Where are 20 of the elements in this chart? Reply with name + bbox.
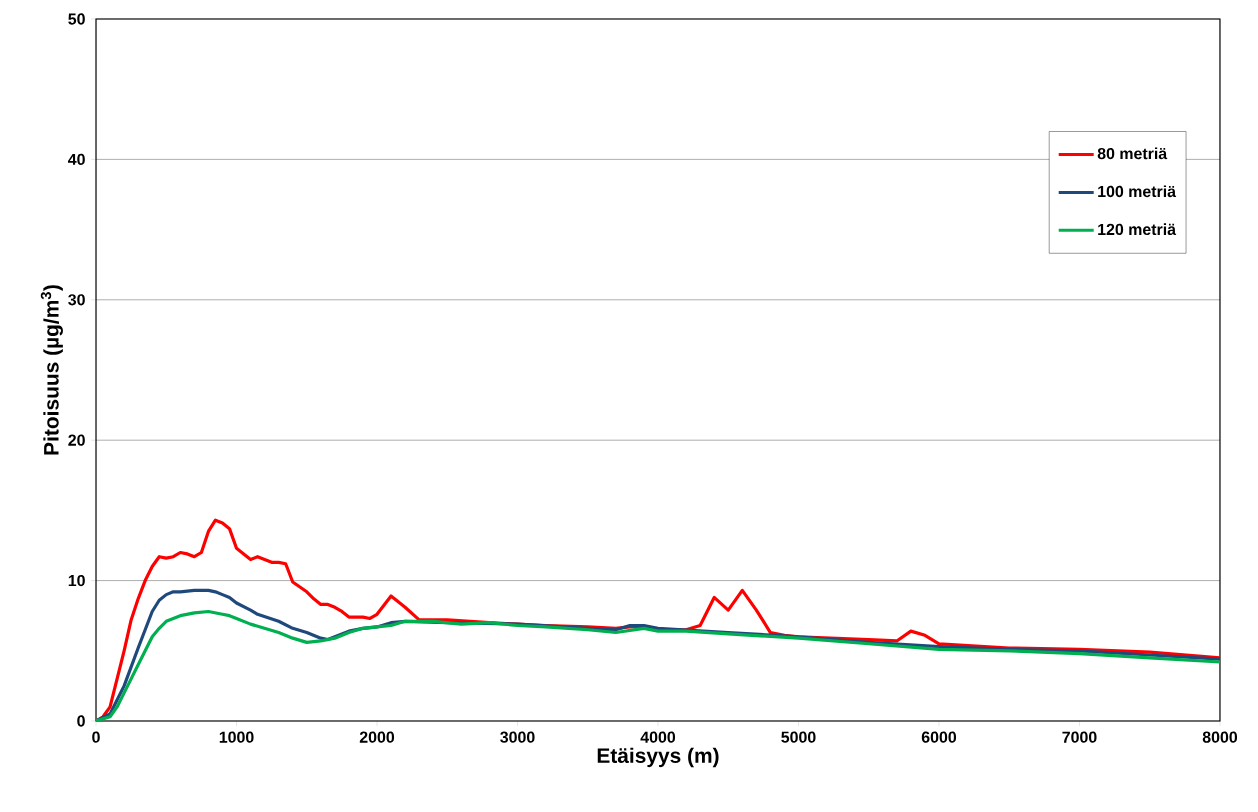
x-tick-label: 5000 bbox=[781, 731, 816, 743]
x-tick-label: 8000 bbox=[1202, 731, 1238, 743]
y-tick-label: 0 bbox=[77, 715, 85, 727]
x-tick-label: 0 bbox=[92, 731, 100, 743]
y-tick-label: 20 bbox=[68, 434, 85, 446]
x-tick-label: 4000 bbox=[640, 731, 676, 743]
legend-label: 120 metriä bbox=[1098, 223, 1177, 236]
x-axis-title: Etäisyys (m) bbox=[597, 747, 719, 768]
x-tick-label: 6000 bbox=[921, 731, 957, 743]
x-tick-label: 3000 bbox=[500, 731, 535, 743]
y-tick-label: 30 bbox=[68, 294, 85, 306]
y-tick-label: 40 bbox=[68, 153, 85, 166]
x-tick-label: 2000 bbox=[359, 731, 395, 743]
x-tick-label: 1000 bbox=[219, 731, 254, 743]
y-tick-label: 10 bbox=[68, 574, 85, 587]
y-tick-label: 50 bbox=[68, 13, 85, 25]
y-axis-title: Pitoisuus (µg/m$^{3}$) bbox=[40, 285, 63, 455]
legend-label: 100 metriä bbox=[1098, 185, 1177, 198]
x-tick-label: 7000 bbox=[1062, 731, 1097, 743]
legend-label: 80 metriä bbox=[1097, 147, 1168, 160]
